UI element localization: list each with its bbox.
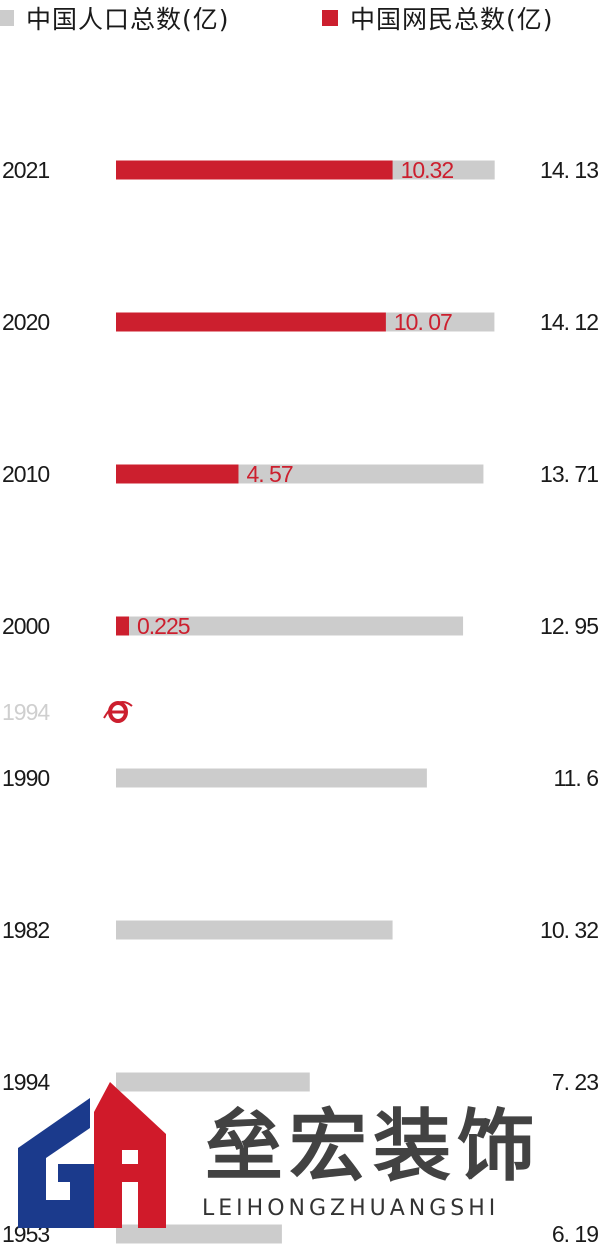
row-2020-1: 2020 14. 12 10. 07 xyxy=(2,309,599,335)
year-label: 2020 xyxy=(2,309,49,335)
netizen-bar xyxy=(116,160,393,180)
netizen-value-label: 0.225 xyxy=(137,613,190,639)
year-label: 2021 xyxy=(2,157,49,183)
legend-population-swatch xyxy=(0,10,14,26)
population-value-label: 12. 95 xyxy=(540,613,598,639)
population-value-label: 10. 32 xyxy=(540,917,598,943)
population-value-label: 7. 23 xyxy=(552,1069,598,1095)
legend: 中国人口总数(亿) 中国网民总数(亿) xyxy=(0,0,600,40)
netizen-value-label: 10. 07 xyxy=(394,309,452,335)
netizen-value-label: 10.32 xyxy=(401,157,454,183)
watermark-logo: 垒宏装饰 LEIHONGZHUANGSHI xyxy=(10,1078,600,1245)
year-label: 2010 xyxy=(2,461,49,487)
population-bar xyxy=(116,920,393,940)
year-label: 1990 xyxy=(2,765,49,791)
netizen-bar xyxy=(116,616,129,636)
internet-start-annotation: 1994 xyxy=(2,699,133,725)
row-2000-3: 2000 12. 95 0.225 xyxy=(2,613,599,639)
legend-population-label: 中国人口总数(亿) xyxy=(26,5,230,34)
population-value-label: 14. 12 xyxy=(540,309,598,335)
row-1953-7: 1953 6. 19 xyxy=(2,1221,599,1245)
netizen-value-label: 4. 57 xyxy=(246,461,292,487)
annotation-year-label: 1994 xyxy=(2,699,50,725)
row-2010-2: 2010 13. 71 4. 57 xyxy=(2,461,599,487)
legend-netizen-swatch xyxy=(322,10,338,26)
population-bar xyxy=(116,616,464,636)
year-label: 1994 xyxy=(2,1069,50,1095)
netizen-bar xyxy=(116,312,386,332)
legend-netizen: 中国网民总数(亿) xyxy=(322,2,554,34)
watermark-subtitle: LEIHONGZHUANGSHI xyxy=(202,1196,500,1221)
population-bar xyxy=(116,1224,282,1244)
legend-netizen-label: 中国网民总数(亿) xyxy=(350,5,554,34)
year-label: 2000 xyxy=(2,613,49,639)
row-1994-6: 1994 7. 23 xyxy=(2,1069,599,1095)
ie-ring xyxy=(103,701,133,719)
population-value-label: 14. 13 xyxy=(540,157,598,183)
watermark-name: 垒宏装饰 xyxy=(205,1102,542,1192)
population-bar xyxy=(116,768,427,788)
population-value-label: 11. 6 xyxy=(554,765,599,791)
population-value-label: 13. 71 xyxy=(540,461,598,487)
internet-explorer-icon xyxy=(103,701,133,723)
row-2021-0: 2021 14. 13 10.32 xyxy=(2,157,599,183)
row-1990-4: 1990 11. 6 xyxy=(2,765,599,791)
legend-population: 中国人口总数(亿) xyxy=(0,2,230,34)
year-label: 1982 xyxy=(2,917,49,943)
population-bar xyxy=(116,1072,310,1092)
population-value-label: 6. 19 xyxy=(552,1221,598,1245)
row-1982-5: 1982 10. 32 xyxy=(2,917,599,943)
netizen-bar xyxy=(116,464,239,484)
gh-logo-icon xyxy=(18,1082,166,1228)
